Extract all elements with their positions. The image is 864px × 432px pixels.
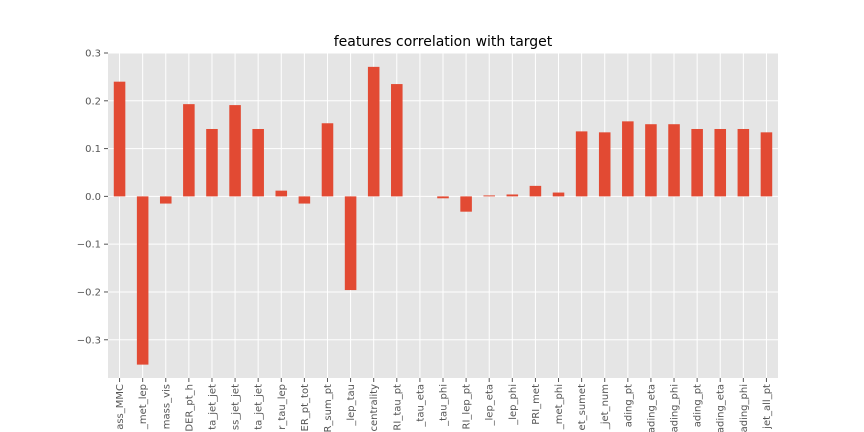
chart-title: features correlation with target	[334, 34, 553, 50]
x-tick-label: et_sumet	[577, 384, 588, 431]
x-tick-label: mass_vis	[161, 384, 172, 429]
bar	[113, 81, 126, 197]
y-tick-label: 0.1	[85, 144, 101, 155]
x-tick-label: R_sum_pt	[323, 384, 334, 432]
bar	[321, 123, 334, 197]
bar	[391, 84, 403, 197]
y-tick-label: −0.1	[77, 240, 101, 251]
x-tick-label: RI_tau_pt	[392, 384, 403, 431]
bar	[622, 121, 634, 197]
bar	[136, 196, 149, 365]
x-tick-label: ta_jet_jet	[254, 384, 265, 430]
bar	[529, 185, 542, 197]
bar	[575, 131, 588, 197]
bar	[183, 104, 195, 197]
x-tick-label: ading_phi	[739, 384, 750, 432]
x-axis-ticks: ass_MMC _met_lep mass_vis DER_pt_h ta_jet_je…	[115, 378, 773, 432]
x-tick-label: _lep_phi	[508, 384, 519, 426]
x-tick-label: ading_pt	[693, 384, 704, 427]
x-tick-label: ER_pt_tot	[300, 384, 311, 432]
y-tick-label: −0.3	[77, 335, 101, 346]
y-tick-label: 0.2	[85, 96, 101, 107]
y-tick-label: −0.2	[77, 287, 101, 298]
bar	[506, 194, 519, 197]
bar	[252, 128, 264, 197]
x-tick-label: PRI_met	[531, 384, 542, 425]
x-tick-label: ading_eta	[646, 384, 657, 432]
x-tick-label: _tau_phi	[439, 384, 450, 427]
y-tick-label: 0.3	[85, 49, 101, 60]
bar	[552, 192, 565, 197]
x-tick-label: ading_pt	[623, 384, 634, 427]
y-tick-label: 0.0	[85, 192, 101, 203]
x-tick-label: DER_pt_h	[184, 384, 195, 432]
x-tick-label: _jet_num	[600, 384, 611, 430]
bar	[159, 196, 172, 204]
bar	[275, 190, 288, 197]
x-tick-label: _tau_eta	[415, 384, 426, 428]
bar	[437, 196, 449, 199]
x-tick-label: jet_all_pt	[762, 384, 773, 430]
x-tick-label: _lep_eta	[485, 384, 496, 426]
x-tick-label: ading_phi	[670, 384, 681, 432]
bar	[691, 128, 703, 197]
bar	[598, 132, 611, 197]
x-tick-label: RI_lep_pt	[462, 384, 473, 430]
bar	[344, 196, 357, 291]
bars	[113, 66, 773, 365]
bar	[483, 195, 495, 197]
x-tick-label: ading_eta	[716, 384, 727, 432]
bar	[367, 66, 380, 197]
y-axis-ticks: 0.3 0.2 0.1 0.0 −0.1 −0.2 −0.3	[77, 49, 108, 346]
x-tick-label: ass_MMC	[115, 384, 126, 430]
bar	[714, 128, 727, 197]
grid-lines	[108, 52, 778, 378]
x-tick-label: ss_jet_jet	[231, 384, 242, 430]
x-tick-label: _met_lep	[138, 384, 149, 430]
bar	[737, 128, 750, 197]
bar	[229, 105, 241, 197]
bar	[460, 196, 472, 212]
bar	[206, 128, 218, 197]
x-tick-label: _lep_tau	[346, 384, 357, 427]
x-tick-label: ta_jet_jet	[207, 384, 218, 430]
x-tick-label: _met_phi	[554, 384, 565, 430]
x-tick-label: r_tau_lep	[277, 384, 288, 430]
bar	[298, 196, 311, 204]
bar	[668, 124, 680, 197]
bar	[645, 124, 657, 197]
bar	[760, 132, 773, 197]
x-tick-label: centrality	[369, 384, 380, 432]
